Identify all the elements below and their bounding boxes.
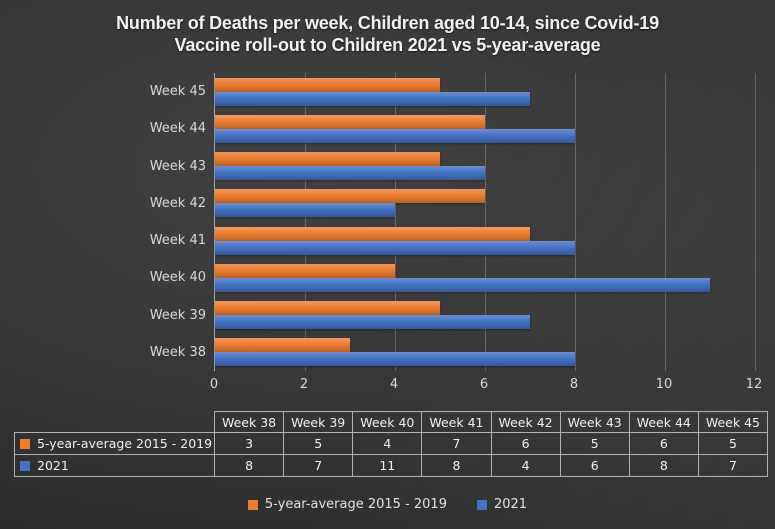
chart-title-line-1: Number of Deaths per week, Children aged…	[116, 13, 659, 33]
data-table: Week 38 Week 39 Week 40 Week 41 Week 42 Week …	[14, 411, 769, 477]
table-header-row: Week 38 Week 39 Week 40 Week 41 Week 42 Week …	[15, 411, 769, 433]
bar-5-year-average-2015-2019	[215, 152, 440, 167]
x-axis-tick-label: 2	[299, 377, 309, 392]
bar-group-week-43	[215, 148, 755, 185]
bar-5-year-average-2015-2019	[215, 77, 440, 92]
bar-group-week-38	[215, 334, 755, 371]
table-value-cell: 5	[559, 432, 630, 455]
chart-title-line-2: Vaccine roll-out to Children 2021 vs 5-y…	[174, 35, 601, 55]
bar-group-week-42	[215, 185, 755, 222]
legend-label: 5-year-average 2015 - 2019	[264, 497, 447, 512]
table-value-cell: 5	[697, 432, 769, 455]
table-value-cell: 7	[283, 454, 354, 477]
gridline	[575, 73, 576, 371]
legend-key-icon	[20, 439, 30, 449]
x-axis-tick-label: 4	[389, 377, 399, 392]
legend-item-2021: 2021	[476, 497, 528, 512]
x-axis-tick-label: 6	[479, 377, 489, 392]
table-header-cell-week-39: Week 39	[283, 411, 354, 433]
y-axis-label: Week 40	[149, 270, 206, 286]
gridlines	[215, 73, 756, 371]
table-row-label: 2021	[14, 454, 215, 477]
bar-2021	[215, 128, 575, 143]
plot-area	[214, 73, 756, 371]
bar-rows	[215, 73, 755, 371]
legend-item-5-year-average-2015-2019: 5-year-average 2015 - 2019	[247, 497, 447, 512]
y-axis-label: Week 42	[149, 195, 206, 211]
table-header-cell-week-43: Week 43	[559, 411, 630, 433]
legend-key-icon	[476, 499, 487, 510]
table-row-5-year-average-2015-2019: 5-year-average 2015 - 2019 3 5 4 7 6 5 6 5	[14, 432, 769, 455]
table-header-cell-week-41: Week 41	[421, 411, 492, 433]
bar-2021	[215, 203, 395, 218]
x-axis-tick-label: 12	[745, 377, 763, 392]
bar-5-year-average-2015-2019	[215, 301, 440, 316]
y-axis-label: Week 44	[149, 121, 206, 137]
table-value-cell: 7	[421, 432, 492, 455]
bar-5-year-average-2015-2019	[215, 189, 485, 204]
bar-5-year-average-2015-2019	[215, 226, 530, 241]
table-value-cell: 8	[421, 454, 492, 477]
x-axis: 0 2 4 6 8 10 12	[210, 377, 762, 395]
y-axis-label: Week 39	[149, 307, 206, 323]
table-row-label: 5-year-average 2015 - 2019	[14, 432, 215, 455]
table-value-cell: 6	[490, 432, 561, 455]
table-value-cell: 8	[628, 454, 699, 477]
bar-2021	[215, 166, 485, 181]
gridline	[485, 73, 486, 371]
y-axis-labels: Week 45 Week 44 Week 43 Week 42 Week 41 Week …	[0, 73, 206, 371]
table-corner-cell	[15, 412, 215, 433]
gridline	[755, 73, 756, 371]
table-header-cell-week-38: Week 38	[213, 411, 285, 433]
table-value-cell: 4	[352, 432, 423, 455]
gridline	[395, 73, 396, 371]
table-value-cell: 4	[490, 454, 561, 477]
bar-group-week-41	[215, 222, 755, 259]
table-value-cell: 5	[283, 432, 354, 455]
legend-key-icon	[20, 461, 30, 471]
table-header-cell-week-42: Week 42	[490, 411, 561, 433]
bar-group-week-45	[215, 73, 755, 110]
table-value-cell: 11	[352, 454, 423, 477]
bar-2021	[215, 277, 710, 292]
table-header-cell-week-45: Week 45	[697, 411, 769, 433]
bar-2021	[215, 352, 575, 367]
y-axis-label: Week 41	[149, 233, 206, 249]
table-header-cell-week-40: Week 40	[352, 411, 423, 433]
bar-2021	[215, 240, 575, 255]
legend: 5-year-average 2015 - 2019 2021	[0, 497, 775, 512]
table-header-cell-week-44: Week 44	[628, 411, 699, 433]
bar-group-week-40	[215, 259, 755, 296]
x-axis-tick-label: 0	[209, 377, 219, 392]
gridline	[305, 73, 306, 371]
y-axis-label: Week 43	[149, 158, 206, 174]
table-value-cell: 6	[628, 432, 699, 455]
legend-label: 2021	[493, 497, 528, 512]
table-value-cell: 8	[213, 454, 285, 477]
table-value-cell: 6	[559, 454, 630, 477]
table-value-cell: 3	[213, 432, 285, 455]
table-row-2021: 2021 8 7 11 8 4 6 8 7	[14, 454, 769, 477]
bar-5-year-average-2015-2019	[215, 263, 395, 278]
y-axis-label: Week 45	[149, 84, 206, 100]
x-axis-tick-label: 8	[569, 377, 579, 392]
y-axis-label: Week 38	[149, 344, 206, 360]
table-value-cell: 7	[697, 454, 769, 477]
legend-key-icon	[247, 499, 258, 510]
bar-2021	[215, 91, 530, 106]
chart-title: Number of Deaths per week, Children aged…	[0, 12, 775, 56]
bar-5-year-average-2015-2019	[215, 338, 350, 353]
gridline	[665, 73, 666, 371]
bar-group-week-44	[215, 110, 755, 147]
x-axis-tick-label: 10	[655, 377, 673, 392]
bar-2021	[215, 315, 530, 330]
bar-5-year-average-2015-2019	[215, 114, 485, 129]
bar-group-week-39	[215, 297, 755, 334]
